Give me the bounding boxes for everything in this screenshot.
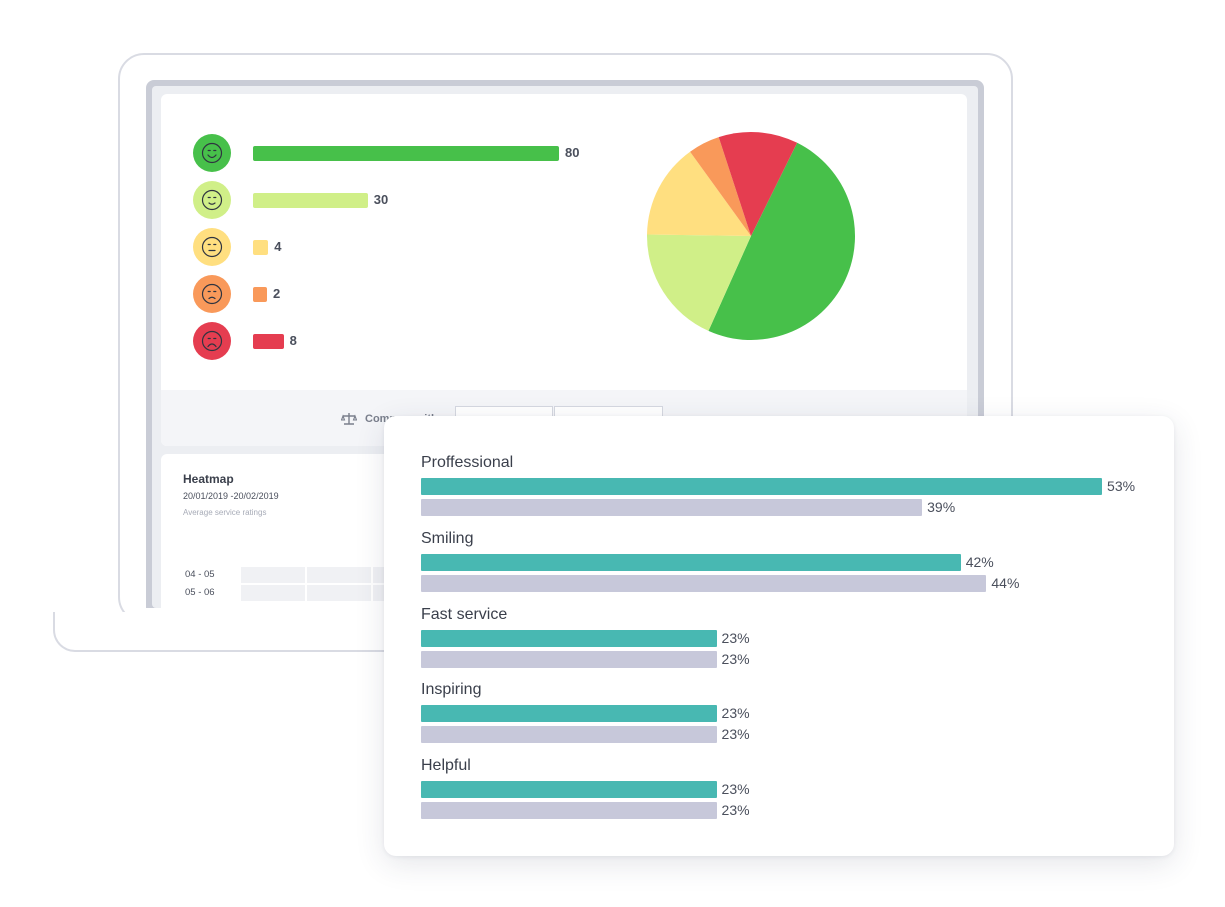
heatmap-cell[interactable]: [241, 567, 305, 583]
heatmap-date-range: 20/01/2019 -20/02/2019: [183, 491, 279, 501]
previous-period-value: 23%: [721, 650, 750, 667]
very-happy-face-icon: [193, 134, 231, 172]
rating-bar: [253, 240, 269, 255]
current-period-value: 42%: [965, 553, 994, 570]
very-unhappy-face-icon: [193, 322, 231, 360]
previous-period-value: 39%: [927, 499, 956, 515]
attribute-label: Helpful: [421, 757, 471, 775]
rating-row: 4: [193, 228, 613, 266]
previous-period-bar: [421, 726, 717, 744]
attribute-group: Inspiring 23% 23%: [421, 681, 1151, 751]
current-period-value: 23%: [721, 629, 750, 646]
attribute-label: Inspiring: [421, 681, 482, 699]
current-period-bar: [421, 705, 717, 723]
happy-face-icon: [193, 181, 231, 219]
current-period-bar: [421, 553, 961, 571]
rating-bar: [253, 287, 267, 302]
previous-period-value: 23%: [721, 726, 750, 743]
rating-bar: [253, 193, 368, 208]
rating-bar: [253, 146, 559, 161]
rating-row: 30: [193, 181, 613, 219]
rating-row: 2: [193, 275, 613, 313]
attribute-label: Fast service: [421, 605, 508, 623]
previous-period-value: 44%: [991, 574, 1020, 591]
rating-bar: [253, 334, 284, 349]
attribute-group: Smiling 42% 44%: [421, 530, 1151, 600]
pie-slice: [690, 137, 751, 236]
ratings-pie-chart: [645, 130, 857, 342]
rating-count: 2: [273, 286, 281, 301]
previous-period-bar: [421, 499, 923, 516]
previous-period-bar: [421, 650, 717, 668]
attribute-group: Fast service 23% 23%: [421, 606, 1151, 676]
pie-slice: [647, 234, 751, 331]
current-period-value: 23%: [721, 705, 750, 722]
heatmap-subtitle: Average service ratings: [183, 508, 267, 517]
rating-row: 80: [193, 134, 613, 172]
current-period-bar: [421, 629, 717, 647]
pie-slice: [708, 142, 856, 341]
current-period-bar: [421, 478, 1103, 495]
current-period-bar: [421, 781, 717, 799]
rating-count: 80: [565, 145, 580, 160]
attribute-label: Proffessional: [421, 454, 514, 471]
rating-count: 30: [373, 192, 389, 207]
pie-slice: [647, 151, 751, 236]
pie-slice: [718, 132, 798, 236]
attribute-group: Proffessional 53% 39%: [421, 454, 1151, 524]
rating-count: 8: [289, 333, 297, 348]
service-attributes-card: Proffessional 53% 39% Smiling 42% 44% Fast ser…: [384, 416, 1174, 856]
rating-row: 8: [193, 322, 613, 360]
previous-period-value: 23%: [721, 802, 750, 819]
scale-icon: [341, 413, 357, 425]
heatmap-title: Heatmap: [183, 472, 234, 486]
unhappy-face-icon: [193, 275, 231, 313]
neutral-face-icon: [193, 228, 231, 266]
current-period-value: 53%: [1107, 478, 1136, 494]
previous-period-bar: [421, 802, 717, 820]
attribute-label: Smiling: [421, 529, 474, 547]
heatmap-cell[interactable]: [307, 585, 371, 601]
attribute-group: Helpful 23% 23%: [421, 757, 1151, 827]
current-period-value: 23%: [721, 781, 750, 798]
previous-period-bar: [421, 574, 987, 592]
heatmap-row-label: 05 - 06: [185, 587, 215, 598]
heatmap-cell[interactable]: [241, 585, 305, 601]
heatmap-row-label: 04 - 05: [185, 569, 215, 580]
rating-count: 4: [274, 239, 282, 254]
heatmap-cell[interactable]: [307, 567, 371, 583]
